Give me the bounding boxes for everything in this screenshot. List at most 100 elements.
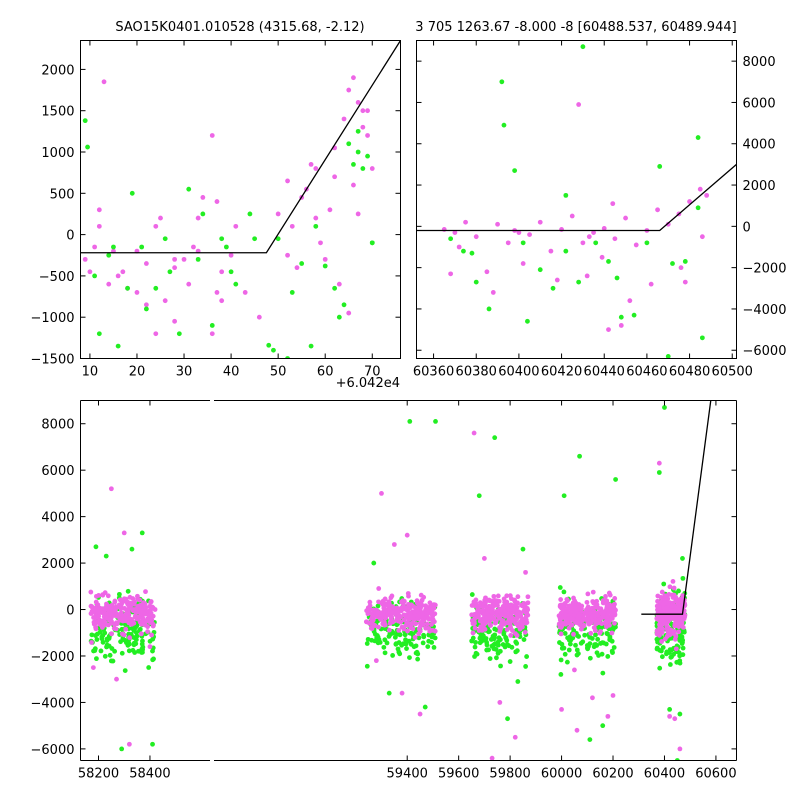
data-point-green [469, 592, 475, 597]
data-point-magenta [405, 591, 411, 596]
data-point-magenta [92, 244, 98, 250]
data-point-green [92, 273, 98, 279]
data-point-green [364, 663, 370, 669]
data-point-green [499, 79, 505, 85]
data-point-magenta [564, 596, 570, 602]
data-point-green [299, 261, 305, 266]
data-point-magenta [147, 611, 153, 617]
data-point-magenta [93, 626, 99, 632]
data-point-magenta [405, 628, 410, 634]
data-point-green [82, 118, 88, 124]
data-point-magenta [341, 116, 347, 122]
data-point-magenta [93, 593, 99, 599]
data-point-green [566, 647, 572, 653]
data-point-magenta [677, 746, 683, 752]
data-point-magenta [667, 584, 673, 590]
panel-bottom: 58200 58400 59400 59600 59800 60000 60200 60400… [31, 400, 737, 782]
data-point-magenta [92, 607, 98, 613]
data-point-green [587, 655, 593, 661]
data-point-green [106, 636, 112, 641]
data-point-green [670, 261, 675, 266]
data-point-magenta [275, 211, 281, 217]
data-point-magenta [101, 622, 107, 628]
data-point-magenta [149, 632, 154, 638]
data-point-magenta [327, 207, 333, 213]
data-point-magenta [504, 599, 510, 605]
data-point-green [472, 644, 478, 650]
data-point-magenta [181, 256, 187, 262]
data-point-magenta [682, 613, 688, 618]
data-point-magenta [537, 219, 543, 225]
data-point-magenta [142, 608, 147, 613]
data-point-magenta [103, 606, 109, 612]
data-point-magenta [673, 646, 679, 652]
clipped-marks [80, 40, 401, 359]
data-point-green [494, 655, 499, 661]
data-point-magenta [417, 711, 423, 717]
clipped-marks [88, 400, 712, 761]
data-point-magenta [654, 603, 660, 609]
x-tick-label: 70 [364, 365, 381, 380]
data-point-green [355, 149, 361, 155]
data-point-green [407, 419, 413, 424]
data-point-green [618, 314, 624, 320]
data-point-magenta [664, 593, 670, 599]
data-point-green [397, 651, 403, 657]
data-point-magenta [369, 166, 375, 171]
data-point-magenta [143, 261, 149, 266]
data-point-magenta [143, 589, 148, 595]
data-point-green [271, 347, 276, 353]
data-point-magenta [514, 621, 520, 627]
data-point-magenta [285, 178, 290, 184]
data-point-magenta [505, 240, 511, 246]
data-point-magenta [595, 610, 601, 616]
data-point-magenta [191, 244, 196, 250]
data-point-green [408, 641, 414, 647]
data-point-magenta [611, 610, 616, 616]
data-point-magenta [219, 269, 225, 275]
data-point-magenta [527, 232, 532, 238]
data-point-magenta [665, 600, 671, 606]
data-point-magenta [610, 693, 616, 698]
data-point-magenta [95, 614, 101, 620]
data-point-green [492, 435, 498, 441]
data-point-magenta [610, 605, 616, 610]
data-point-green [186, 186, 192, 192]
data-point-green [611, 645, 617, 650]
data-point-magenta [659, 639, 665, 644]
data-point-magenta [487, 598, 492, 604]
data-point-magenta [576, 602, 582, 607]
data-point-green [484, 647, 490, 653]
data-point-green [150, 741, 155, 747]
data-point-magenta [678, 265, 684, 271]
plot-area-top-left [80, 40, 401, 359]
data-point-green [150, 648, 155, 654]
x-tick-label: 60360 [413, 365, 454, 380]
data-point-magenta [195, 215, 201, 221]
data-point-magenta [478, 624, 484, 630]
data-point-magenta [590, 599, 596, 604]
data-point-green [109, 646, 115, 651]
data-point-magenta [520, 621, 526, 626]
data-point-green [119, 650, 125, 656]
data-point-magenta [113, 626, 119, 632]
data-point-magenta [667, 631, 673, 636]
data-point-magenta [590, 695, 595, 701]
data-point-magenta [452, 230, 458, 235]
data-point-magenta [560, 605, 566, 611]
data-point-green [139, 530, 145, 536]
data-point-magenta [489, 605, 495, 611]
data-point-green [415, 656, 421, 662]
data-point-magenta [525, 594, 531, 600]
data-point-green [509, 644, 515, 650]
panel-top-right: 3 705 1263.67 -8.000 -8 [60488.537, 6048… [413, 20, 787, 380]
data-point-green [605, 654, 611, 659]
data-point-magenta [396, 627, 402, 633]
data-point-magenta [423, 625, 429, 631]
clipped-marks [416, 44, 737, 359]
data-point-green [247, 211, 253, 217]
data-point-magenta [633, 242, 639, 248]
data-point-magenta [119, 612, 125, 618]
x-tick-label: 60600 [695, 767, 736, 782]
